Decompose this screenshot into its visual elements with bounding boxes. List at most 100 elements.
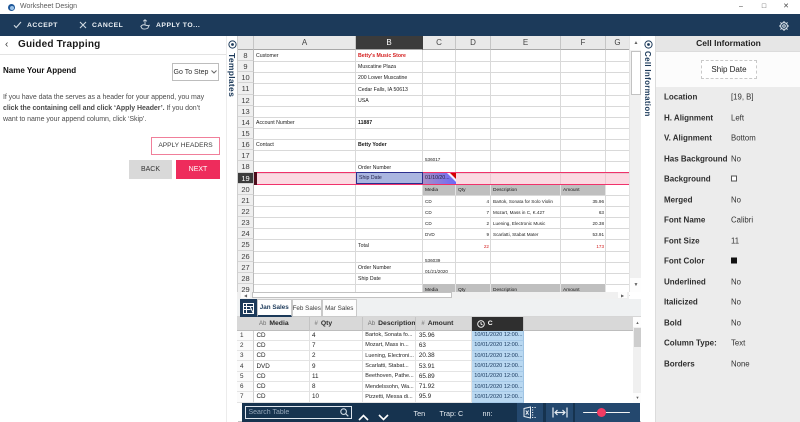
table-cell[interactable]: CD xyxy=(254,371,310,382)
sheet-header-cell[interactable]: Media xyxy=(423,183,456,195)
table-cell[interactable]: 9 xyxy=(309,361,363,372)
cell-E21[interactable]: Bartok, Sonata for Solo Violin xyxy=(493,198,553,204)
row-header-9[interactable]: 9 xyxy=(238,61,254,73)
table-cell[interactable]: 63 xyxy=(416,340,472,352)
row-header-16[interactable]: 16 xyxy=(238,139,254,151)
cell-D23[interactable]: 2 xyxy=(486,221,489,227)
cell-B12[interactable]: USA xyxy=(358,97,369,104)
pin-icon[interactable] xyxy=(644,40,653,49)
cell-B14[interactable]: 11887 xyxy=(358,119,373,126)
grid-horizontal-scrollbar[interactable]: ◀ ▶ xyxy=(237,291,629,299)
scroll-left-arrow-icon[interactable]: ◀ xyxy=(241,292,250,298)
table-cell[interactable]: Beethoven, Pathe... xyxy=(362,371,417,382)
row-header-26[interactable]: 26 xyxy=(238,250,254,262)
cell-B11[interactable]: Cedar Falls, IA 50613 xyxy=(358,86,408,93)
table-cell[interactable]: Bartok, Sonata fo... xyxy=(362,330,417,341)
maximize-button[interactable]: □ xyxy=(761,3,767,10)
sheet-header-cell[interactable]: Description xyxy=(491,183,561,195)
row-header-11[interactable]: 11 xyxy=(238,83,254,95)
selected-cell-ship-date[interactable]: Ship Date xyxy=(356,172,423,185)
find-next-button[interactable] xyxy=(377,408,389,422)
table-cell[interactable]: Scarlatti, Stabat... xyxy=(362,361,417,372)
cell-B28[interactable]: Ship Date xyxy=(358,275,381,282)
cell-F24[interactable]: 53.91 xyxy=(592,232,605,238)
scroll-down-arrow-icon[interactable]: ▼ xyxy=(633,392,642,403)
sheet-tab-jan-sales[interactable]: Jan Sales xyxy=(257,299,292,317)
apply-to-button[interactable]: APPLY TO... xyxy=(139,14,200,36)
table-cell[interactable]: CD xyxy=(254,330,310,341)
column-header-D[interactable]: D xyxy=(456,36,491,50)
selected-cell-ship-date-value[interactable]: 01/10/20... xyxy=(423,172,456,184)
table-cell[interactable]: 10/01/2020 12:00... xyxy=(471,340,525,352)
sheet-header-cell[interactable]: Qty xyxy=(456,283,491,296)
extracted-data-table[interactable]: Ab Media # Qty Ab Description # Amount C 1 CD 4 Bart… xyxy=(237,317,641,403)
sheet-tab-feb-sales[interactable]: Feb Sales xyxy=(291,299,322,317)
back-chevron-icon[interactable]: ‹ xyxy=(5,39,9,50)
table-cell[interactable]: 53.91 xyxy=(416,361,472,372)
cell-D25[interactable]: 22 xyxy=(483,243,489,249)
table-cell[interactable]: 10/01/2020 12:00... xyxy=(471,371,525,382)
table-row-number[interactable]: 5 xyxy=(237,371,254,382)
table-cell[interactable]: Luening, Electroni... xyxy=(362,351,417,362)
scrollbar-thumb[interactable] xyxy=(252,292,452,298)
table-row-number[interactable]: 6 xyxy=(237,382,254,393)
table-cell[interactable]: Mozart, Mass in... xyxy=(362,340,417,352)
cell-C21[interactable]: CD xyxy=(425,198,432,204)
column-header-F[interactable]: F xyxy=(561,36,606,50)
sheet-header-cell[interactable]: Media xyxy=(423,283,456,296)
cell-D21[interactable]: 4 xyxy=(486,198,489,204)
cell-B16[interactable]: Betty Yoder xyxy=(358,142,387,149)
sheet-header-cell[interactable]: Amount xyxy=(561,183,606,195)
cell-E23[interactable]: Luening, Electronic Music xyxy=(493,221,546,227)
column-header-A[interactable]: A xyxy=(254,36,356,50)
go-to-step-dropdown[interactable]: Go To Step xyxy=(172,63,219,81)
sheet-header-cell[interactable]: Description xyxy=(491,283,561,296)
cell-B10[interactable]: 200 Lower Muscatine xyxy=(358,75,408,82)
row-header-15[interactable]: 15 xyxy=(238,127,254,140)
slider-handle[interactable] xyxy=(597,407,606,417)
table-vertical-scrollbar[interactable]: ▲ ▼ xyxy=(633,317,642,403)
row-header-10[interactable]: 10 xyxy=(238,72,254,84)
cell-C22[interactable]: CD xyxy=(425,210,432,216)
table-cell[interactable]: 11 xyxy=(309,371,363,382)
table-view-icon[interactable] xyxy=(240,299,257,317)
table-row-number[interactable]: 1 xyxy=(237,330,254,341)
table-column-header-c[interactable]: C xyxy=(471,317,525,331)
table-cell[interactable]: 10/01/2020 12:00... xyxy=(471,382,525,393)
column-header-B[interactable]: B xyxy=(356,36,423,50)
minimize-button[interactable]: – xyxy=(739,3,743,10)
table-cell[interactable]: 8 xyxy=(309,382,363,393)
cell-F22[interactable]: 63 xyxy=(598,210,604,216)
cell-A14[interactable]: Account Number xyxy=(256,119,295,126)
row-header-14[interactable]: 14 xyxy=(238,116,254,128)
row-header-27[interactable]: 27 xyxy=(238,261,254,273)
row-header-25[interactable]: 25 xyxy=(238,239,254,251)
cell-E24[interactable]: Scarlatti, Stabat Mater xyxy=(493,232,539,238)
table-column-header-media[interactable]: Ab Media xyxy=(254,317,310,331)
table-cell[interactable]: CD xyxy=(254,351,310,362)
cell-C23[interactable]: CD xyxy=(425,221,432,227)
scrollbar-thumb[interactable] xyxy=(631,51,641,95)
ship-date-cell-button[interactable]: Ship Date xyxy=(701,59,757,79)
row-header-13[interactable]: 13 xyxy=(238,105,254,117)
table-column-header-qty[interactable]: # Qty xyxy=(310,317,363,331)
scroll-right-arrow-icon[interactable]: ▶ xyxy=(618,292,627,298)
cell-C27[interactable]: 536039 xyxy=(425,257,441,263)
cell-F23[interactable]: 20.38 xyxy=(592,221,605,227)
search-icon[interactable] xyxy=(338,408,351,417)
close-button[interactable]: ✕ xyxy=(783,3,789,10)
apply-headers-button[interactable]: APPLY HEADERS xyxy=(151,137,220,155)
table-cell[interactable]: 10/01/2020 12:00... xyxy=(471,330,525,341)
table-column-header-description[interactable]: Ab Description xyxy=(363,317,417,331)
cell-B25[interactable]: Total xyxy=(358,242,369,249)
cell-C28[interactable]: 01/21/2020 xyxy=(425,268,448,274)
back-button[interactable]: BACK xyxy=(129,160,172,179)
table-cell[interactable]: CD xyxy=(254,392,310,403)
grid-vertical-scrollbar[interactable]: ▲ ▼ xyxy=(629,36,642,292)
row-header-12[interactable]: 12 xyxy=(238,94,254,106)
scroll-up-arrow-icon[interactable]: ▲ xyxy=(630,36,642,50)
table-cell[interactable]: DVD xyxy=(254,361,310,372)
cell-B8[interactable]: Betty's Music Store xyxy=(358,53,406,60)
cell-D24[interactable]: 9 xyxy=(486,232,489,238)
cell-D22[interactable]: 7 xyxy=(486,210,489,216)
